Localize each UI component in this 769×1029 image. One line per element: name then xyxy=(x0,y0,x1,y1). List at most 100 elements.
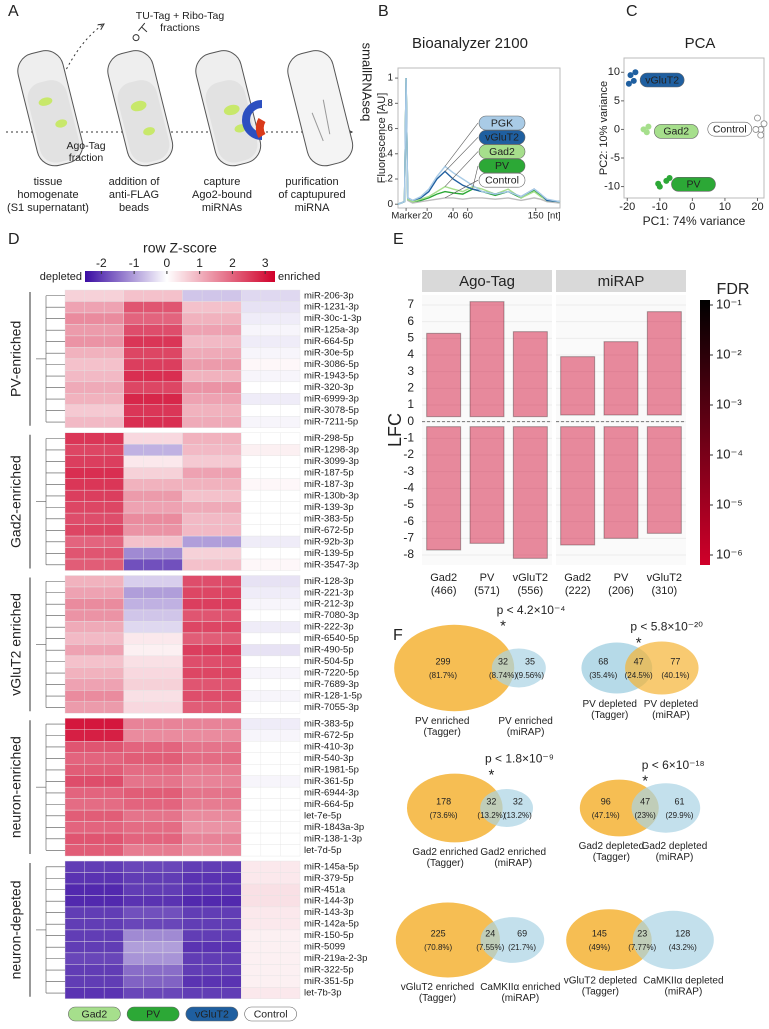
series-label: vGluT2 xyxy=(645,74,679,86)
facet-panel xyxy=(556,295,686,565)
y-tick-label: 1 xyxy=(407,397,414,411)
step-label: beads xyxy=(119,202,149,214)
heatmap-cell xyxy=(64,895,124,908)
row-label: miR-6944-3p xyxy=(304,787,359,798)
colorbar xyxy=(85,271,275,282)
group-label: vGluT2 enriched xyxy=(8,593,24,696)
venn-set xyxy=(631,783,701,833)
row-label: miR-490-5p xyxy=(304,645,354,656)
colorbar-tick-label: 10⁻⁶ xyxy=(716,546,743,561)
step-label: of captupured xyxy=(278,189,345,201)
row-label: miR-144-3p xyxy=(304,896,354,907)
heatmap-cell xyxy=(64,764,124,776)
row-label: miR-92b-3p xyxy=(304,536,354,547)
colorbar-tick-label: 3 xyxy=(262,256,269,270)
venn-percent: (49%) xyxy=(589,943,611,952)
heatmap-cell xyxy=(64,632,124,645)
point xyxy=(760,120,768,128)
lfc-range xyxy=(603,426,639,539)
colorbar-tick-label: 10⁻² xyxy=(716,346,742,361)
colorbar-tick-label: 0 xyxy=(164,256,171,270)
row-label: miR-379-5p xyxy=(304,873,354,884)
lfc-range xyxy=(646,311,682,416)
heatmap-cell xyxy=(241,444,301,456)
workflow-schematic xyxy=(6,22,354,167)
leader-line xyxy=(444,137,479,172)
colorbar-tick-label: 2 xyxy=(229,256,236,270)
legend-label: PV xyxy=(495,160,509,172)
heatmap-cell xyxy=(241,370,301,383)
heatmap-cell xyxy=(64,729,124,742)
venn-percent: (13.2%) xyxy=(504,811,532,820)
set-label: (Tagger) xyxy=(582,986,619,997)
row-label: miR-664-5p xyxy=(304,799,354,810)
y-tick-label: 0 xyxy=(614,123,620,135)
row-label: miR-6540-5p xyxy=(304,633,359,644)
heatmap-cell xyxy=(64,678,124,691)
heatmap-cell xyxy=(182,752,242,765)
heatmap-cell xyxy=(182,347,242,360)
y-tick-label: 0 xyxy=(407,414,414,428)
heatmap-cell xyxy=(241,632,301,645)
p-value: p < 1.8×10⁻⁹ xyxy=(485,752,554,766)
row-label: miR-383-5p xyxy=(304,513,354,524)
heatmap-cell xyxy=(241,535,301,548)
row-label: miR-3086-5p xyxy=(304,359,359,370)
heatmap-cell xyxy=(182,975,242,988)
x-tick-label: 0 xyxy=(689,201,695,213)
heatmap-cell xyxy=(241,941,301,954)
row-label: miR-30e-5p xyxy=(304,348,354,359)
heatmap-cell xyxy=(64,301,124,314)
venn-percent: (9.56%) xyxy=(516,671,544,680)
row-label: miR-361-5p xyxy=(304,776,354,787)
heatmap-cell xyxy=(241,609,301,622)
category-label: PV xyxy=(480,572,495,584)
heatmap-cell xyxy=(123,952,183,965)
step-label: (S1 supernatant) xyxy=(7,202,89,214)
panel-label: B xyxy=(378,3,389,20)
heatmap-cell xyxy=(123,501,183,514)
significance-star: * xyxy=(636,635,642,652)
heatmap-cell xyxy=(182,324,242,337)
colorbar-tick-label: 10⁻⁵ xyxy=(716,496,743,511)
heatmap-cell xyxy=(241,906,301,919)
count-label: (206) xyxy=(608,585,634,597)
row-label: miR-145a-5p xyxy=(304,861,359,872)
set-label: (miRAP) xyxy=(494,858,532,869)
fraction-label: fractions xyxy=(160,22,200,34)
heatmap-cell xyxy=(241,832,301,845)
venn-percent: (73.6%) xyxy=(430,811,458,820)
heatmap-cell xyxy=(123,895,183,908)
output-label: smallRNAseq xyxy=(360,43,375,122)
heatmap-cell xyxy=(182,598,242,611)
heatmap-cell xyxy=(123,535,183,548)
y-tick-label: -8 xyxy=(403,547,414,561)
heatmap-cell xyxy=(182,432,242,445)
heatmap-cell xyxy=(182,798,242,811)
set-label: (Tagger) xyxy=(591,710,628,721)
column-label-pill xyxy=(126,1006,180,1022)
colorbar-tick-label: -1 xyxy=(129,256,140,270)
row-label: miR-1843a-3p xyxy=(304,822,364,833)
heatmap-cell xyxy=(241,301,301,314)
magnet xyxy=(255,118,266,138)
heatmap-cell xyxy=(123,752,183,765)
venn-count: 178 xyxy=(436,796,451,806)
heatmap-cell xyxy=(182,586,242,599)
heatmap-cell xyxy=(182,301,242,314)
colorbar-high-label: enriched xyxy=(278,271,320,283)
lfc-range xyxy=(512,426,548,559)
row-label: miR-212-3p xyxy=(304,599,354,610)
heatmap-cell xyxy=(241,741,301,753)
column-label-pill xyxy=(244,1006,297,1022)
heatmap-cell xyxy=(123,987,183,1000)
heatmap-cell xyxy=(123,609,183,622)
chart-title: PCA xyxy=(685,35,716,52)
y-tick-label: 3 xyxy=(407,364,414,378)
heatmap-cell xyxy=(241,467,301,479)
column-label-pill xyxy=(68,1006,121,1022)
heatmap-cell xyxy=(64,987,124,1000)
chart-title: Bioanalyzer 2100 xyxy=(412,35,528,52)
heatmap-cell xyxy=(123,393,183,406)
heatmap-cell xyxy=(123,444,183,456)
